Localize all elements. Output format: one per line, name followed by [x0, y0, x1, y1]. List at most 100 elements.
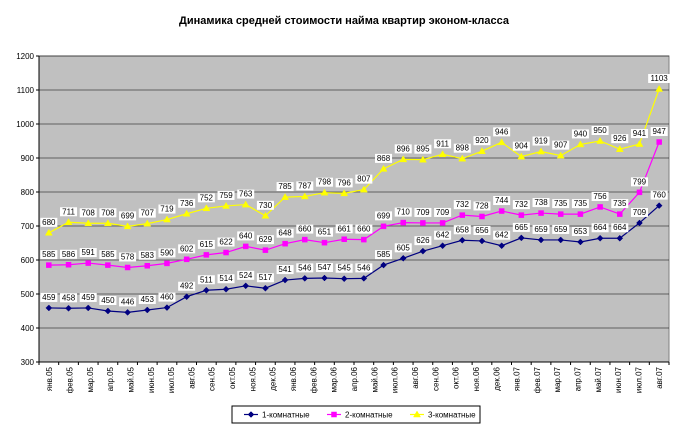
- data-label-bg: [158, 204, 176, 214]
- data-label-bg: [335, 224, 353, 234]
- x-tick-label: июл.07: [635, 366, 644, 393]
- data-label: 460: [160, 293, 174, 302]
- x-tick-label: апр.05: [106, 366, 115, 391]
- data-point: [65, 262, 72, 268]
- data-label: 546: [357, 263, 371, 272]
- data-point: [399, 155, 408, 163]
- data-label: 664: [593, 223, 607, 232]
- data-label: 760: [652, 191, 666, 200]
- data-label: 710: [397, 208, 411, 217]
- x-tick-label: фев.07: [533, 366, 542, 393]
- data-point: [124, 264, 131, 271]
- data-label-bg: [237, 231, 255, 241]
- data-label: 660: [357, 225, 371, 234]
- data-point: [183, 256, 190, 263]
- data-point: [164, 260, 170, 267]
- data-label: 656: [475, 226, 489, 235]
- data-label-bg: [315, 263, 333, 273]
- data-label-bg: [648, 73, 671, 83]
- data-label-bg: [434, 207, 452, 217]
- data-label-bg: [217, 237, 235, 247]
- data-point: [143, 219, 152, 227]
- data-point: [44, 228, 53, 236]
- legend-box: [231, 405, 481, 424]
- data-point: [557, 211, 564, 217]
- data-label: 709: [436, 208, 450, 217]
- data-label: 585: [101, 250, 115, 259]
- data-label: 459: [42, 293, 56, 302]
- data-point: [420, 220, 426, 226]
- data-label: 642: [436, 231, 450, 240]
- data-label-bg: [630, 207, 648, 217]
- legend-label: 1-комнатные: [262, 411, 310, 420]
- data-label: 807: [357, 175, 371, 184]
- data-label-bg: [512, 141, 530, 151]
- x-tick-label: апр.06: [350, 366, 359, 391]
- data-label: 626: [416, 236, 430, 245]
- x-tick-label: фев.05: [65, 366, 74, 393]
- data-label-bg: [650, 127, 668, 137]
- data-point: [281, 276, 289, 284]
- x-tick-label: июн.05: [147, 366, 156, 393]
- data-point: [202, 204, 211, 212]
- data-label-bg: [473, 136, 491, 146]
- data-point: [302, 236, 308, 243]
- data-label-bg: [611, 134, 629, 144]
- data-point: [498, 242, 506, 250]
- legend-label: 3-комнатные: [428, 411, 476, 420]
- data-label-bg: [552, 140, 570, 150]
- data-label-bg: [473, 201, 491, 211]
- data-label-bg: [414, 207, 432, 217]
- data-label-bg: [119, 252, 137, 262]
- data-point: [242, 282, 250, 290]
- x-tick-label: июл.05: [167, 366, 176, 393]
- data-point: [617, 211, 623, 217]
- data-label-bg: [79, 292, 97, 302]
- data-point: [203, 252, 210, 258]
- data-point: [340, 189, 349, 197]
- data-point: [242, 243, 249, 250]
- data-label: 732: [515, 200, 529, 209]
- data-label: 796: [337, 178, 351, 187]
- y-tick-label: 300: [21, 358, 35, 367]
- data-label: 661: [337, 224, 351, 233]
- data-point: [282, 240, 288, 247]
- data-point: [379, 164, 388, 172]
- data-label-bg: [138, 250, 156, 260]
- axes: 300 400 500 600 700 800 900 1000 1100 1200 янв.05 ф…: [16, 52, 670, 393]
- data-label: 590: [160, 248, 174, 257]
- data-label: 459: [82, 293, 96, 302]
- data-point: [360, 275, 368, 282]
- data-point: [143, 306, 151, 314]
- data-label-bg: [434, 139, 452, 149]
- data-label-bg: [178, 244, 196, 254]
- data-point: [518, 212, 525, 218]
- data-label-bg: [256, 235, 274, 245]
- data-label: 651: [318, 228, 332, 237]
- data-label: 711: [62, 207, 75, 216]
- data-point: [262, 247, 269, 253]
- plot-area: [38, 55, 670, 363]
- data-label-bg: [40, 217, 58, 227]
- data-label-bg: [611, 223, 629, 233]
- data-point: [418, 155, 427, 163]
- data-label-bg: [217, 274, 235, 284]
- data-label-bg: [217, 190, 235, 200]
- data-label: 798: [318, 178, 332, 187]
- data-label: 665: [515, 223, 529, 232]
- data-label: 605: [397, 243, 411, 252]
- data-label: 446: [121, 297, 135, 306]
- data-label: 950: [593, 126, 607, 135]
- data-point: [655, 84, 664, 92]
- data-label: 1103: [651, 74, 669, 83]
- data-point: [163, 215, 171, 223]
- data-point: [517, 234, 525, 242]
- data-label-bg: [276, 228, 294, 238]
- data-point: [577, 211, 584, 217]
- data-label: 492: [180, 282, 194, 291]
- data-label-bg: [99, 208, 117, 218]
- data-label: 785: [278, 182, 292, 191]
- data-label: 898: [456, 144, 470, 153]
- data-label-bg: [256, 273, 274, 283]
- data-label: 642: [495, 231, 509, 240]
